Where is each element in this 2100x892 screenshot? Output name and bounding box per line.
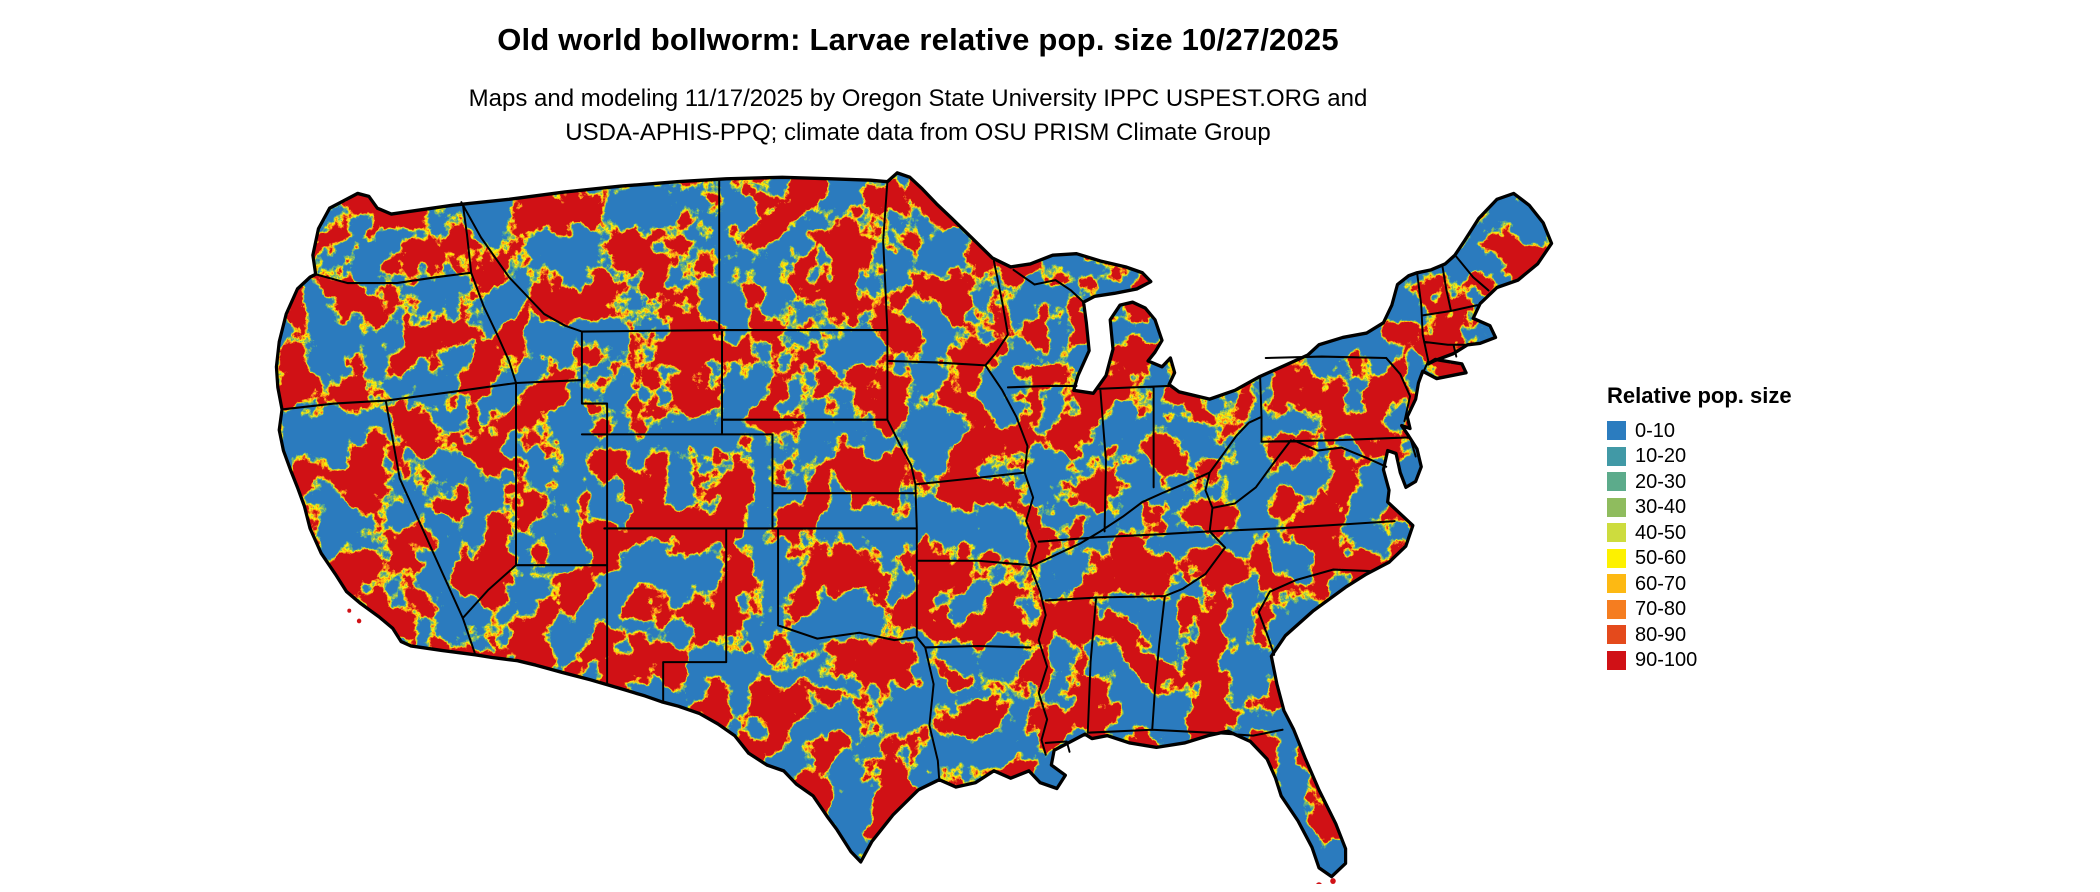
legend-label: 60-70: [1635, 572, 1687, 595]
state-borders: [281, 177, 1490, 781]
legend-label: 40-50: [1635, 521, 1687, 544]
legend-swatch: [1607, 497, 1626, 517]
subtitle-line-2: USDA-APHIS-PPQ; climate data from OSU PR…: [565, 119, 1271, 146]
legend-label: 10-20: [1635, 445, 1687, 468]
us-outline: [274, 171, 1554, 879]
legend-label: 50-60: [1635, 547, 1687, 570]
legend-swatch: [1607, 650, 1626, 670]
legend-swatch: [1607, 599, 1626, 619]
legend: Relative pop. size 0-10 10-20 20-30 30-40 40…: [1607, 383, 1792, 673]
legend-swatch: [1607, 421, 1626, 441]
legend-item: 90-100: [1607, 648, 1792, 674]
legend-item: 0-10: [1607, 418, 1792, 444]
legend-swatch: [1607, 625, 1626, 645]
legend-item: 40-50: [1607, 520, 1792, 546]
legend-label: 30-40: [1635, 496, 1687, 519]
legend-item: 30-40: [1607, 495, 1792, 521]
legend-swatch: [1607, 472, 1626, 492]
legend-item: 60-70: [1607, 571, 1792, 597]
page-title: Old world bollworm: Larvae relative pop.…: [497, 22, 1339, 57]
legend-item: 50-60: [1607, 546, 1792, 572]
legend-label: 70-80: [1635, 598, 1687, 621]
legend-swatch: [1607, 574, 1626, 594]
map-subtitle: Maps and modeling 11/17/2025 by Oregon S…: [0, 82, 1836, 150]
legend-swatch: [1607, 548, 1626, 568]
header: Old world bollworm: Larvae relative pop.…: [0, 22, 1836, 150]
legend-label: 80-90: [1635, 623, 1687, 646]
us-map-svg: [274, 171, 1554, 884]
legend-swatch: [1607, 523, 1626, 543]
legend-label: 20-30: [1635, 470, 1687, 493]
legend-swatch: [1607, 446, 1626, 466]
legend-item: 80-90: [1607, 622, 1792, 648]
legend-label: 0-10: [1635, 419, 1676, 442]
legend-title: Relative pop. size: [1607, 383, 1792, 408]
legend-item: 70-80: [1607, 597, 1792, 623]
offshore-islands: [347, 608, 1336, 884]
us-population-map: [268, 167, 1560, 884]
legend-label: 90-100: [1635, 649, 1698, 672]
legend-items: 0-10 10-20 20-30 30-40 40-50 50-60 60-70 70-80 8…: [1607, 418, 1792, 673]
legend-item: 20-30: [1607, 469, 1792, 495]
legend-item: 10-20: [1607, 444, 1792, 470]
subtitle-line-1: Maps and modeling 11/17/2025 by Oregon S…: [468, 85, 1368, 112]
